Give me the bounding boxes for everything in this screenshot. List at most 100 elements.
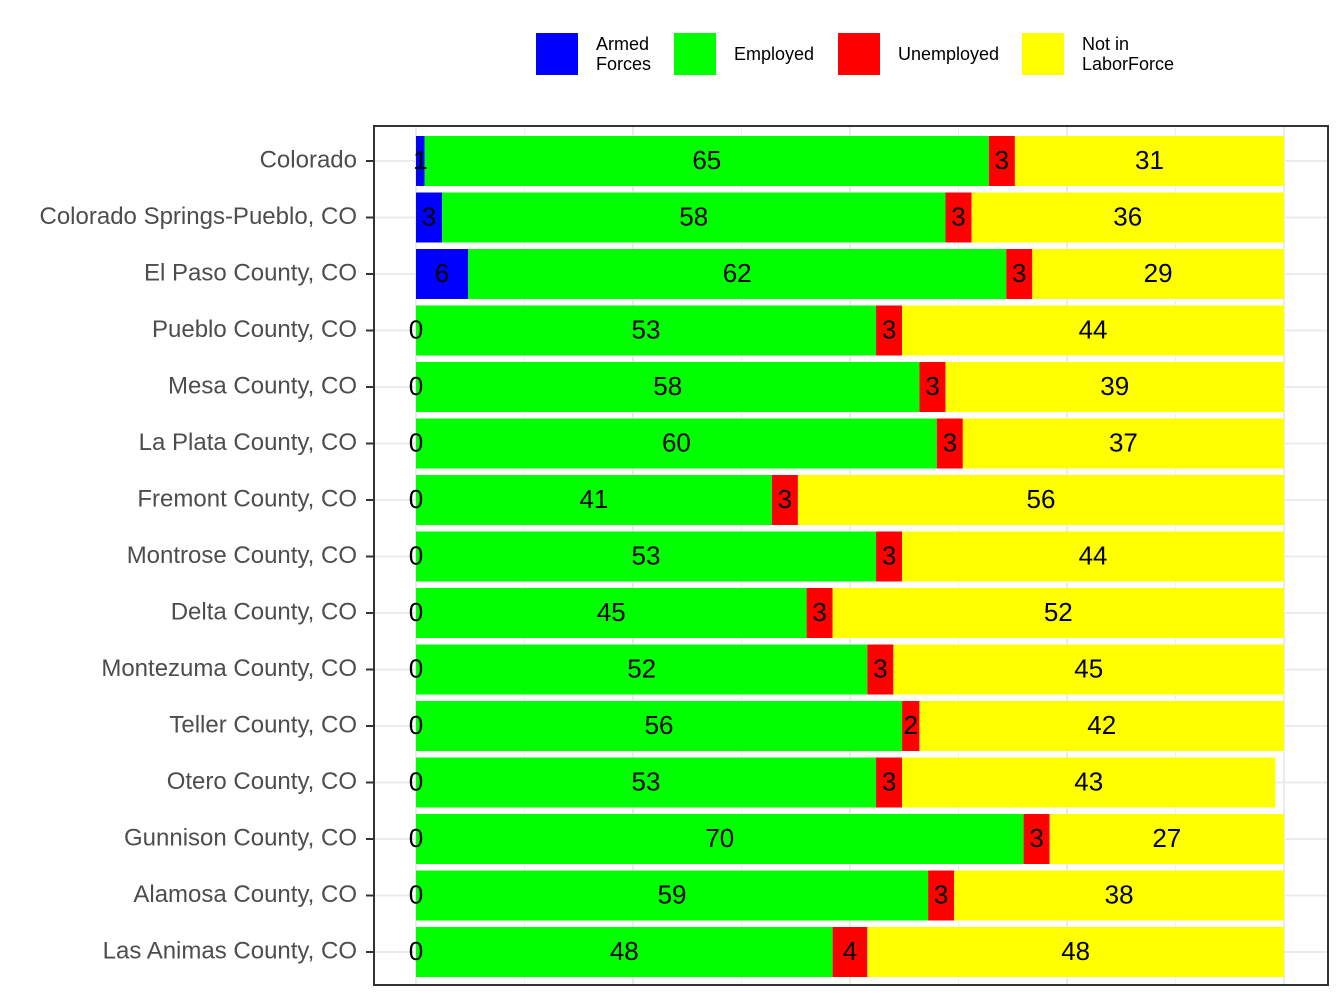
data-label: 3: [882, 314, 896, 344]
bar-segment: [867, 644, 894, 695]
data-label: 58: [653, 371, 682, 401]
bar-segment: [971, 192, 1284, 243]
bar-segment: [416, 701, 903, 751]
bar-segment: [416, 249, 469, 299]
data-label: 3: [812, 597, 826, 627]
y-tick-label: Otero County, CO: [167, 768, 357, 795]
data-label: 44: [1079, 540, 1108, 570]
bar-segment: [919, 362, 946, 412]
bar-segment: [806, 588, 833, 638]
data-label: 3: [422, 201, 436, 231]
data-label: 0: [409, 597, 423, 627]
y-tick-label: Fremont County, CO: [137, 485, 357, 512]
bar-segment: [468, 249, 1007, 299]
data-label: 39: [1100, 371, 1129, 401]
data-label: 52: [1044, 597, 1073, 627]
data-label: 0: [409, 936, 423, 966]
data-label: 3: [1012, 258, 1026, 288]
bar-segment: [416, 588, 807, 638]
data-label: 0: [409, 484, 423, 514]
bar-segment: [416, 757, 877, 808]
bar-segment: [1023, 814, 1050, 864]
bar-segment: [902, 757, 1276, 808]
data-label: 3: [873, 653, 887, 683]
data-label: 59: [658, 879, 687, 909]
data-label: 0: [409, 766, 423, 796]
data-label: 45: [597, 597, 626, 627]
bar-segment: [416, 475, 772, 525]
bar-segment: [442, 192, 946, 243]
data-label: 3: [995, 145, 1009, 175]
bar-segment: [1014, 136, 1284, 186]
panel-border: [373, 125, 1329, 986]
data-label: 44: [1079, 314, 1108, 344]
y-tick-label: El Paso County, CO: [144, 259, 357, 286]
bar-segment: [416, 305, 877, 356]
data-label: 0: [409, 710, 423, 740]
y-tick-label: Delta County, CO: [171, 598, 357, 625]
bar-segment: [902, 701, 920, 751]
bar-segment: [1032, 249, 1284, 299]
data-label: 0: [409, 653, 423, 683]
bar-segment: [771, 475, 798, 525]
bar-segment: [962, 418, 1284, 469]
data-label: 3: [1029, 823, 1043, 853]
bar-segment: [832, 927, 868, 977]
data-label: 31: [1135, 145, 1164, 175]
legend-key: [838, 33, 880, 75]
data-label: 2: [904, 710, 918, 740]
data-label: 0: [409, 314, 423, 344]
data-label: 42: [1087, 710, 1116, 740]
y-tick-label: Montrose County, CO: [127, 542, 357, 569]
bar-segment: [416, 927, 833, 977]
data-label: 56: [1026, 484, 1055, 514]
data-label: 3: [951, 201, 965, 231]
data-label: 3: [925, 371, 939, 401]
bar-segment: [1006, 249, 1033, 299]
legend-label: Employed: [734, 44, 815, 64]
bar-segment: [902, 305, 1284, 356]
data-label: 3: [778, 484, 792, 514]
data-label: 27: [1152, 823, 1181, 853]
data-label: 4: [843, 936, 857, 966]
bar-segment: [416, 644, 868, 695]
bar-segment: [416, 136, 425, 186]
bar-segment: [416, 814, 1024, 864]
bar-segment: [876, 305, 903, 356]
data-label: 53: [632, 314, 661, 344]
y-tick-label: Montezuma County, CO: [101, 655, 357, 682]
data-label: 0: [409, 427, 423, 457]
data-label: 70: [705, 823, 734, 853]
legend-label: Not in LaborForce: [1082, 34, 1175, 74]
data-label: 3: [934, 879, 948, 909]
bar-segment: [954, 870, 1284, 921]
y-tick-label: Mesa County, CO: [168, 372, 357, 399]
y-tick-label: Gunnison County, CO: [124, 824, 357, 851]
data-label: 48: [1061, 936, 1090, 966]
data-label: 48: [610, 936, 639, 966]
legend-label: Armed Forces: [596, 34, 652, 74]
bar-segment: [919, 701, 1284, 751]
bar-segment: [1049, 814, 1284, 864]
data-label: 37: [1109, 427, 1138, 457]
data-label: 0: [409, 823, 423, 853]
legend-key: [674, 33, 716, 75]
legend-key: [1022, 33, 1064, 75]
data-label: 29: [1144, 258, 1173, 288]
bar-segment: [832, 588, 1284, 638]
bar-segment: [988, 136, 1015, 186]
y-tick-label: Colorado: [260, 146, 357, 173]
data-label: 0: [409, 540, 423, 570]
data-label: 58: [679, 201, 708, 231]
legend-key: [536, 33, 578, 75]
bar-segment: [797, 475, 1284, 525]
data-label: 36: [1113, 201, 1142, 231]
data-label: 53: [632, 766, 661, 796]
y-tick-label: Las Animas County, CO: [103, 937, 357, 964]
bar-segment: [424, 136, 989, 186]
data-label: 45: [1074, 653, 1103, 683]
bar-segment: [416, 531, 877, 582]
data-label: 1: [413, 145, 427, 175]
